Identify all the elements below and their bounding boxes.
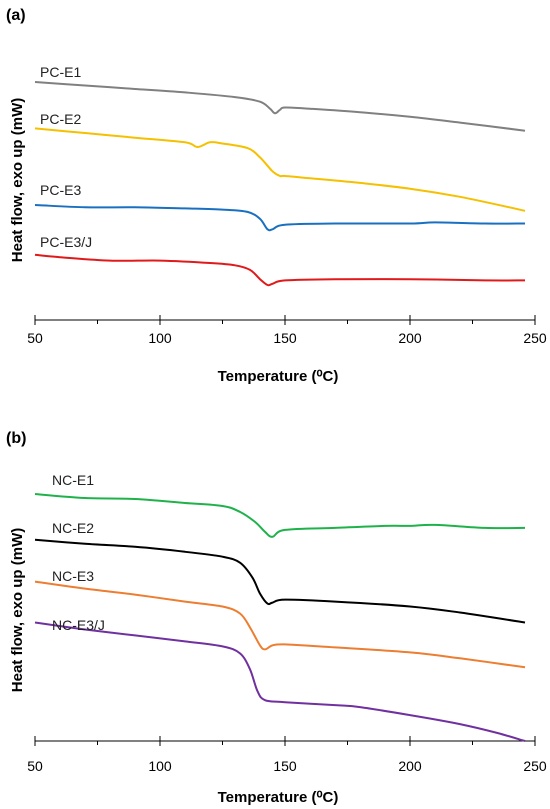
panel-b-y-axis-title: Heat flow, exo up (mW) bbox=[9, 528, 26, 692]
series-line-nc-e2 bbox=[34, 538, 526, 624]
panel-a-series-lines bbox=[34, 81, 526, 287]
panel-b: (b) Heat flow, exo up (mW) 50 100 150 20… bbox=[6, 430, 547, 806]
series-label-nc-e1: NC-E1 bbox=[52, 472, 94, 488]
series-label-nc-e2: NC-E2 bbox=[52, 520, 94, 536]
panel-b-label: (b) bbox=[6, 430, 26, 447]
panel-a-label: (a) bbox=[6, 7, 26, 24]
series-line-pc-e3-j bbox=[34, 253, 526, 287]
panel-b-x-tick-label: 200 bbox=[398, 758, 422, 774]
series-label-pc-e2: PC-E2 bbox=[40, 111, 81, 127]
panel-a-x-tick-label: 200 bbox=[398, 330, 422, 346]
panel-a-x-tick-label: 150 bbox=[273, 330, 297, 346]
panel-b-x-tick-label: 250 bbox=[523, 758, 547, 774]
series-label-pc-e3: PC-E3 bbox=[40, 182, 81, 198]
series-label-pc-e3-j: PC-E3/J bbox=[40, 234, 92, 250]
panel-a-x-tick-label: 100 bbox=[148, 330, 172, 346]
series-line-pc-e1 bbox=[34, 81, 526, 132]
series-label-nc-e3: NC-E3 bbox=[52, 568, 94, 584]
panel-a-x-tick-label: 50 bbox=[27, 330, 43, 346]
panel-b-x-tick-label: 100 bbox=[148, 758, 172, 774]
series-line-nc-e3 bbox=[34, 580, 526, 669]
panel-a: (a) Heat flow, exo up (mW) 50 100 150 20… bbox=[6, 7, 547, 385]
panel-a-x-axis-title: Temperature (⁰C) bbox=[218, 368, 339, 385]
panel-b-x-tick-label: 150 bbox=[273, 758, 297, 774]
panel-b-x-axis-title: Temperature (⁰C) bbox=[218, 789, 339, 806]
series-line-pc-e3 bbox=[34, 204, 526, 232]
series-line-nc-e3-j bbox=[34, 621, 526, 742]
panel-a-x-ticks bbox=[34, 315, 536, 325]
panel-a-y-axis-title: Heat flow, exo up (mW) bbox=[9, 98, 26, 262]
panel-b-series-lines bbox=[34, 493, 526, 742]
series-line-pc-e2 bbox=[34, 127, 526, 212]
series-line-nc-e1 bbox=[34, 493, 526, 538]
series-label-nc-e3-j: NC-E3/J bbox=[52, 617, 105, 633]
panel-a-x-tick-label: 250 bbox=[523, 330, 547, 346]
panel-b-x-ticks bbox=[34, 736, 536, 746]
series-label-pc-e1: PC-E1 bbox=[40, 64, 81, 80]
panel-b-x-tick-label: 50 bbox=[27, 758, 43, 774]
